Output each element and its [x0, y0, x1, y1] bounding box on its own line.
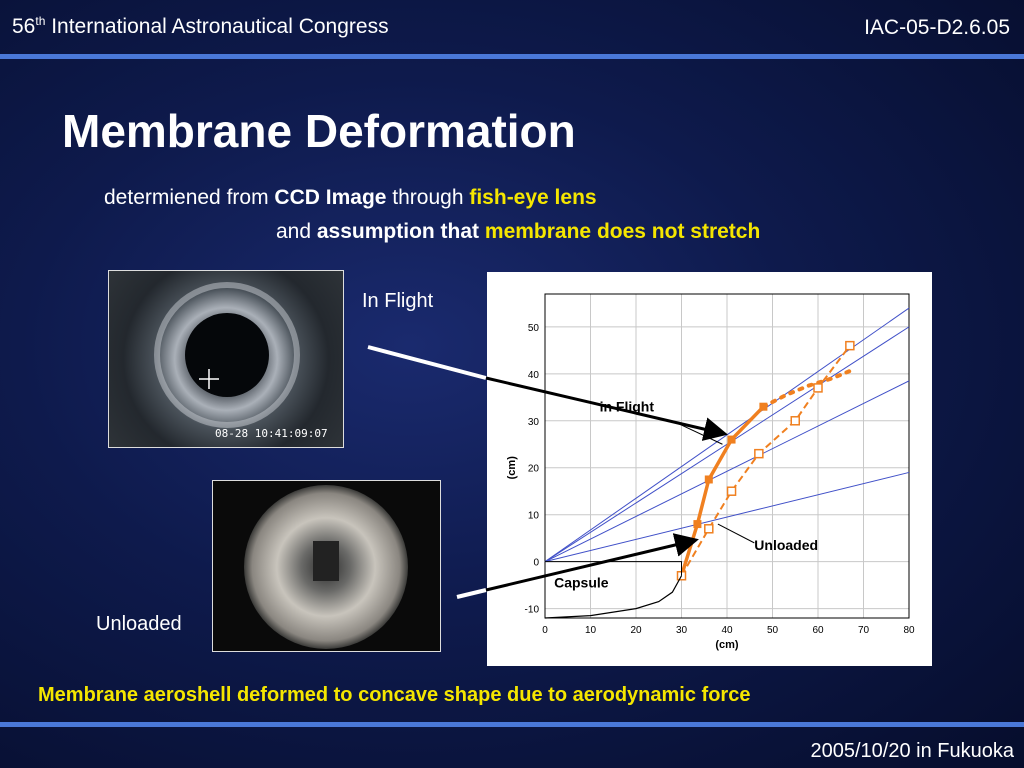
paper-id: IAC-05-D2.6.05: [864, 16, 1010, 39]
slide-title: Membrane Deformation: [62, 105, 576, 157]
x-axis-label: (cm): [715, 639, 739, 651]
unloaded-photo: [212, 480, 441, 652]
unloaded-point: [790, 416, 800, 426]
capsule-outline: [545, 561, 682, 576]
bottom-divider: [0, 722, 1024, 727]
annotation-in-flight: in Flight: [600, 398, 655, 414]
in-flight-point: [704, 475, 713, 484]
x-tick-label: 10: [585, 625, 597, 636]
footer-date: 2005/10/20 in Fukuoka: [810, 740, 1015, 762]
slide-caption: Membrane aeroshell deformed to concave s…: [38, 684, 751, 706]
subtitle-line-1: determiened from CCD Image through fish-…: [104, 186, 597, 209]
arrow-unloaded-black: [485, 533, 699, 592]
photo-timestamp: 08-28 10:41:09:07: [215, 427, 328, 440]
conference-name: 56th International Astronautical Congres…: [12, 14, 389, 38]
x-tick-label: 0: [542, 625, 548, 636]
y-tick-label: 0: [533, 558, 539, 569]
y-axis-label: (cm): [506, 456, 518, 480]
fisheye-ray: [544, 380, 910, 563]
in-flight-point: [693, 520, 702, 529]
y-tick-label: -10: [525, 605, 540, 616]
top-divider: [0, 54, 1024, 59]
unloaded-point: [845, 340, 855, 351]
y-tick-label: 20: [528, 464, 540, 475]
x-tick-label: 60: [812, 625, 824, 636]
series-line: [761, 367, 857, 409]
annotation-capsule: Capsule: [554, 574, 609, 590]
x-tick-label: 40: [721, 625, 733, 636]
arrow-in-flight-white: [367, 345, 487, 380]
unloaded-photo-art: [244, 485, 408, 649]
arrow-in-flight-black: [485, 376, 728, 441]
x-tick-label: 80: [903, 625, 915, 636]
y-tick-label: 50: [528, 323, 540, 334]
x-tick-label: 30: [676, 625, 688, 636]
annotation-unloaded: Unloaded: [754, 537, 818, 553]
in-flight-point: [727, 435, 736, 444]
unloaded-point: [726, 486, 737, 496]
label-unloaded: Unloaded: [96, 613, 182, 635]
unloaded-point: [754, 448, 764, 459]
header-bar: 56th International Astronautical Congres…: [0, 0, 1024, 52]
deformation-chart: 0 10 20 30 40 50 60 70 80 -10 0 10 20 30 40 50 (cm) (cm) i…: [487, 272, 932, 666]
x-tick-label: 70: [858, 625, 870, 636]
plot-frame: [544, 293, 910, 619]
x-tick-label: 50: [767, 625, 779, 636]
in-flight-photo-art: [154, 282, 300, 428]
label-in-flight: In Flight: [362, 290, 434, 312]
unloaded-point: [704, 524, 714, 534]
series-line: [544, 575, 683, 619]
in-flight-photo: 08-28 10:41:09:07: [108, 270, 344, 448]
subtitle-line-2: and assumption that membrane does not st…: [276, 220, 761, 243]
x-tick-label: 20: [630, 625, 642, 636]
fisheye-ray: [544, 471, 910, 563]
unloaded-point: [813, 383, 823, 393]
y-tick-label: 10: [528, 511, 540, 522]
annotation-leader-unloaded: [717, 523, 755, 544]
y-tick-label: 30: [528, 417, 540, 428]
arrow-unloaded-white: [456, 588, 487, 599]
y-tick-label: 40: [528, 370, 540, 381]
